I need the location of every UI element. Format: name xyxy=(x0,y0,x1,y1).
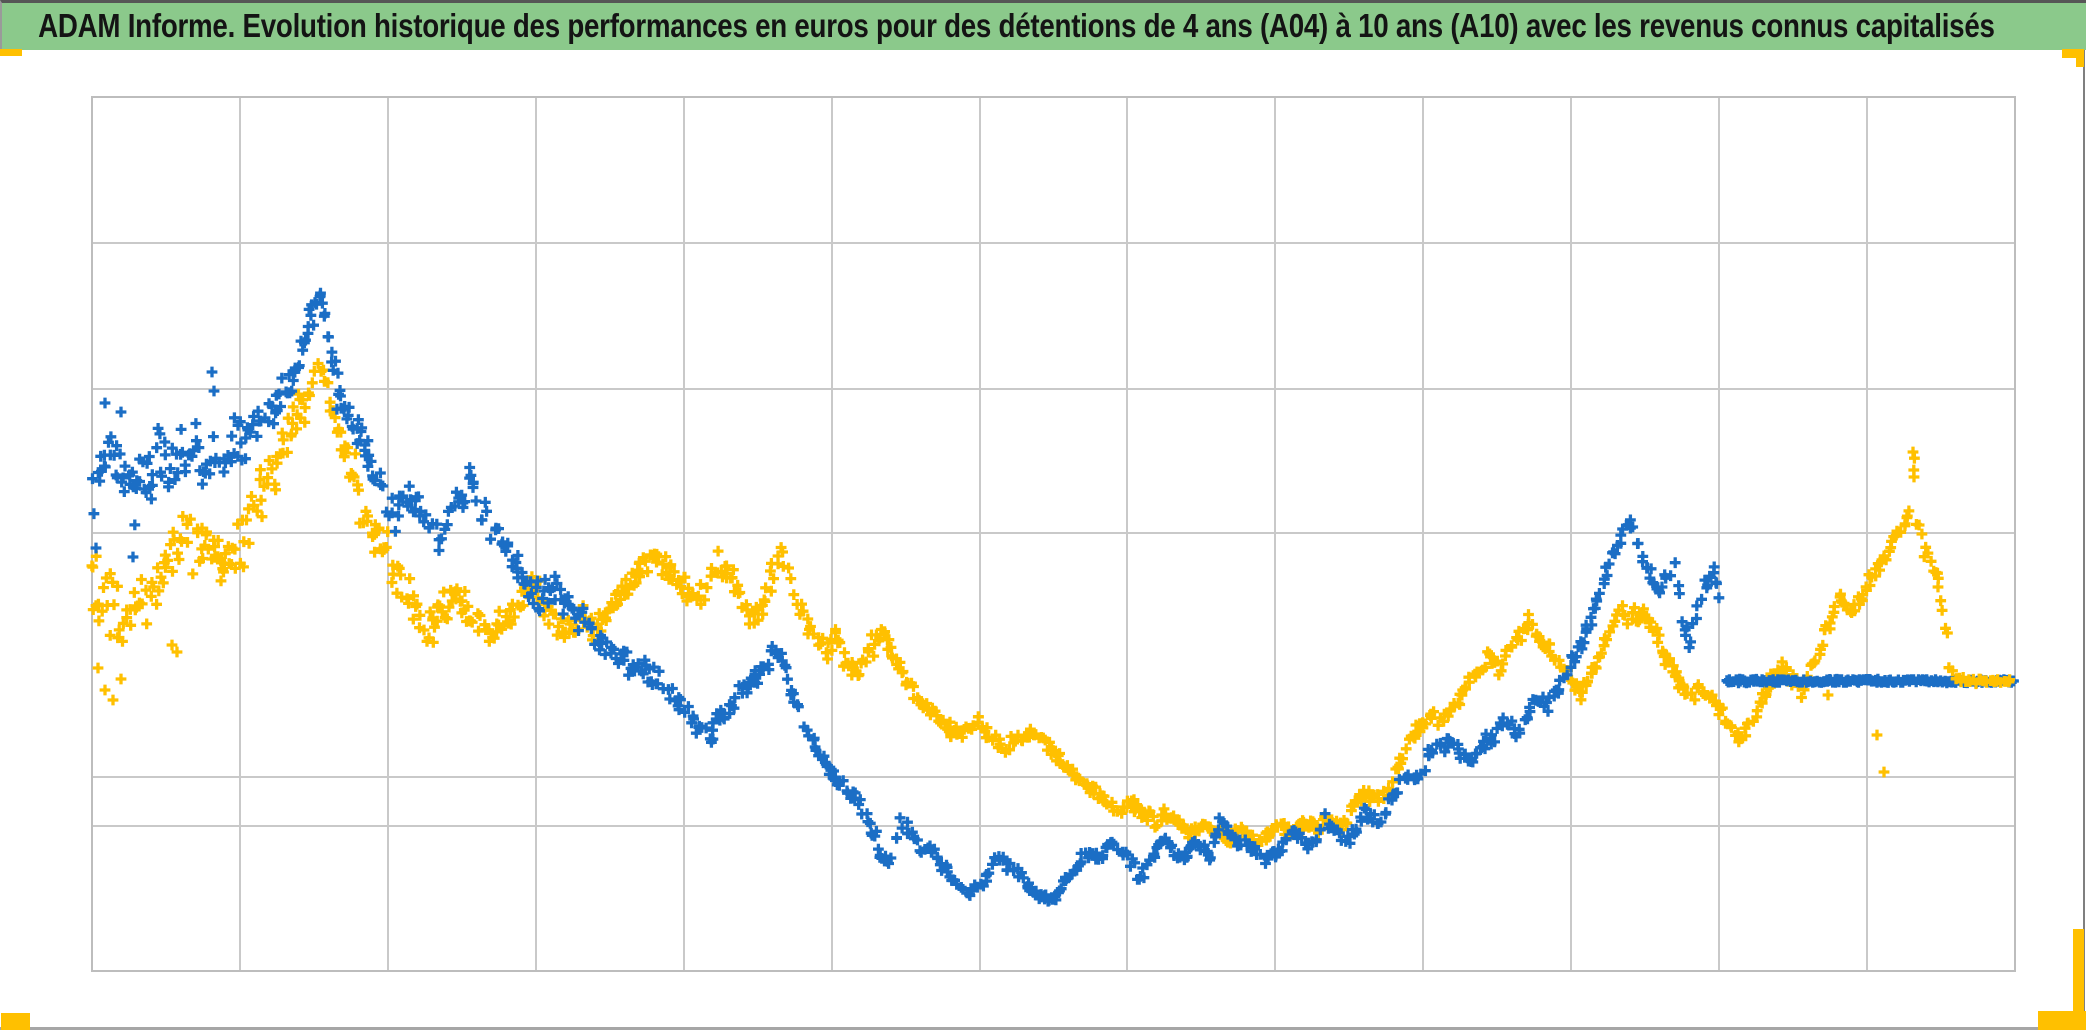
plot-area-border xyxy=(91,96,2016,972)
corner-accent-top-left xyxy=(0,49,22,56)
bottom-edge-line xyxy=(0,1027,2086,1030)
chart-gridlines xyxy=(92,97,2015,971)
corner-accent-bottom-right-v xyxy=(2073,929,2084,1030)
corner-accent-bottom-right xyxy=(2038,1011,2086,1030)
right-edge-line xyxy=(2083,0,2085,1012)
corner-accent-top-right xyxy=(2062,49,2084,58)
series-gold-points-overlay xyxy=(1947,665,2015,690)
corner-accent-top-right-v xyxy=(2076,49,2084,67)
series-gold-points xyxy=(86,358,1955,851)
series-blue-points xyxy=(87,287,2019,907)
corner-accent-bottom-left xyxy=(1,1013,30,1030)
page-title: ADAM Informe. Evolution historique des p… xyxy=(38,7,1995,44)
slide-title-bar: ADAM Informe. Evolution historique des p… xyxy=(0,0,2086,50)
